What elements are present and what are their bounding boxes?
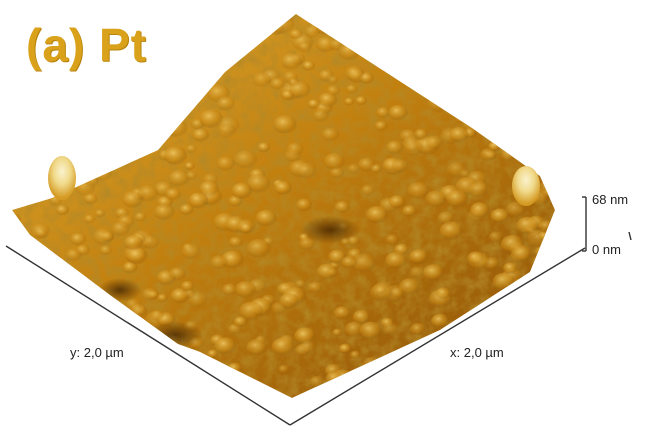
surface-peak-left (48, 156, 76, 200)
z-scale-min-label: 0 nm (592, 242, 621, 257)
x-axis-label: x: 2,0 µm (450, 345, 504, 360)
y-axis-label: y: 2,0 µm (70, 345, 124, 360)
axis-corner-tick (628, 231, 632, 241)
z-scale-max-label: 68 nm (592, 192, 629, 207)
y-axis-line (5, 245, 291, 426)
panel-label: (a) Pt (26, 19, 147, 71)
x-axis-line (289, 247, 586, 426)
surface-peak-right (512, 166, 540, 206)
axis-lines (5, 196, 632, 426)
